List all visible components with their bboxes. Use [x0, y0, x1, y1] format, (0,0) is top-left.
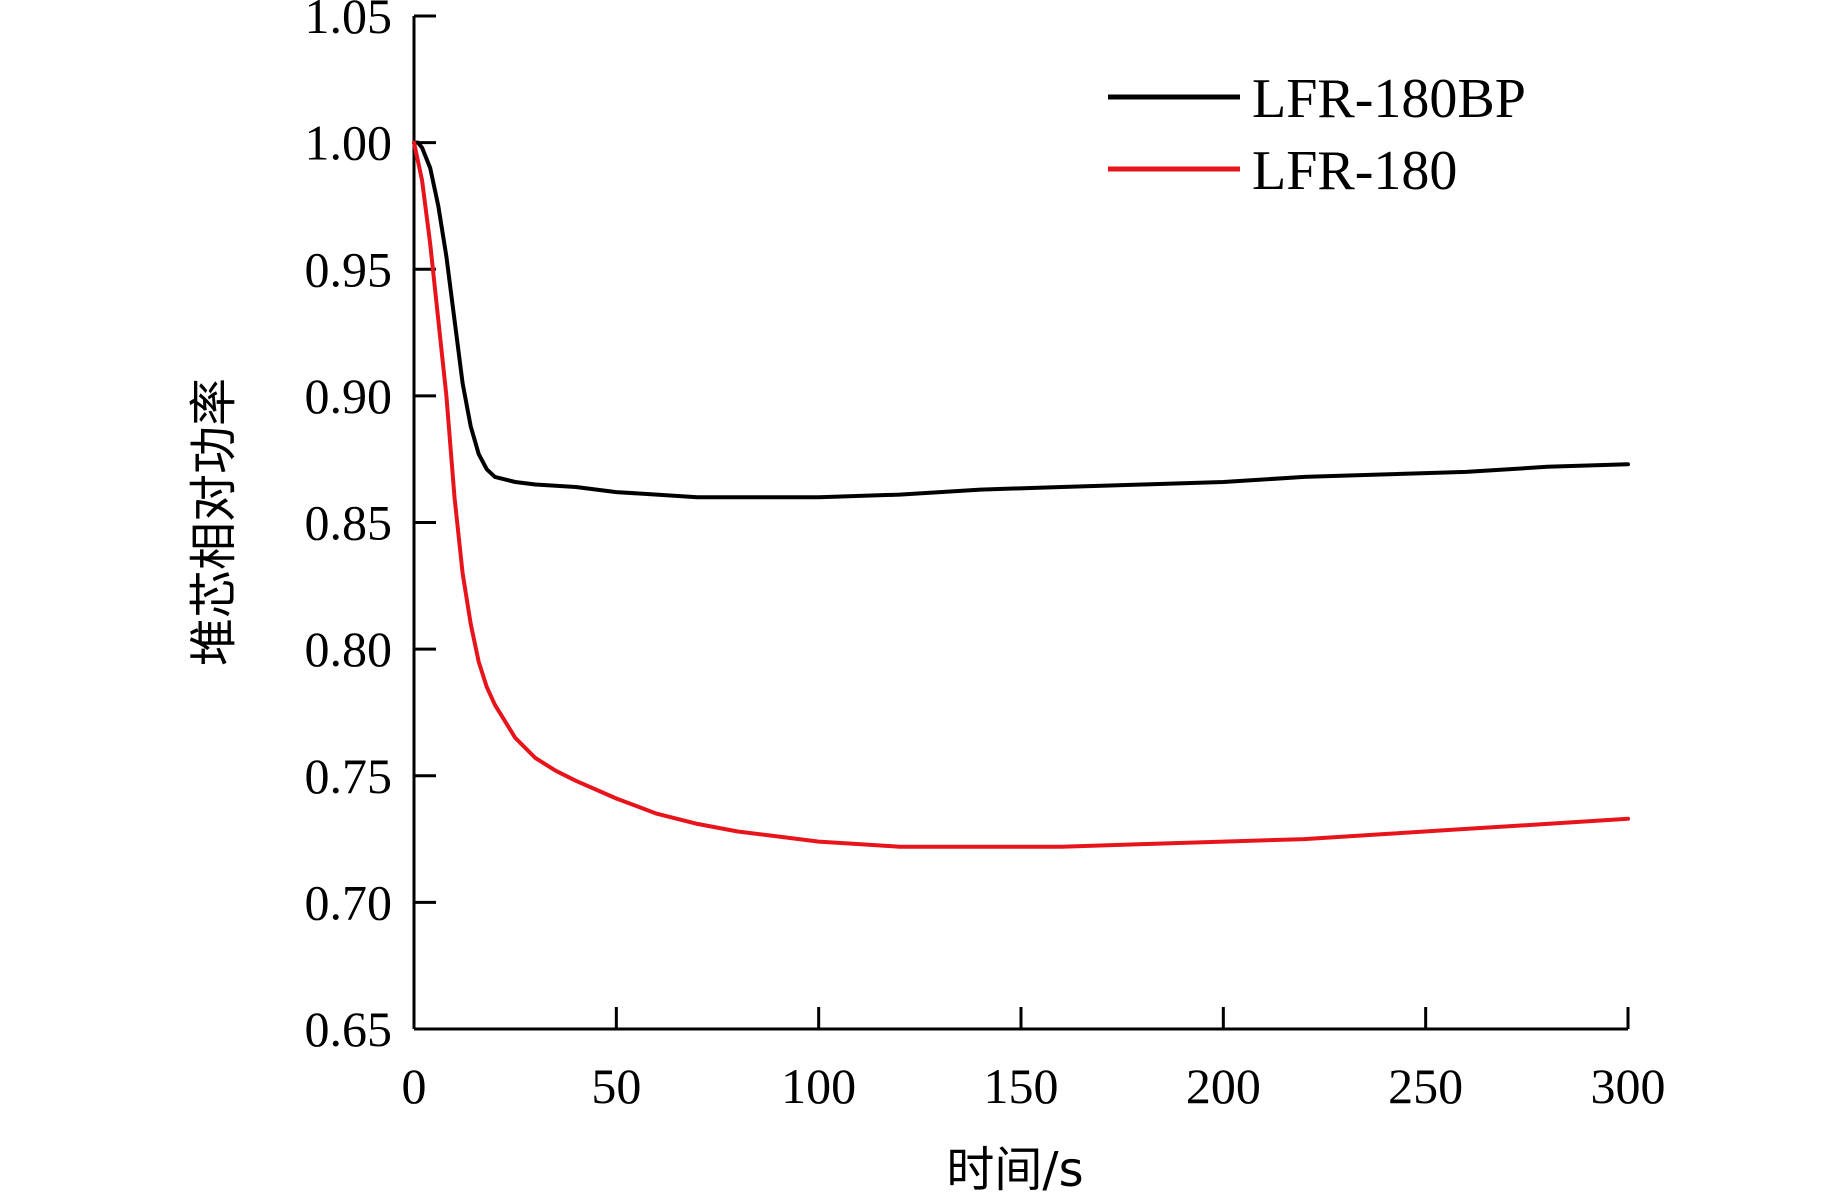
- y-tick-label: 1.05: [305, 0, 393, 44]
- y-axis-label: 堆芯相对功率: [186, 378, 242, 666]
- series-line-lfr-180: [412, 140, 1630, 849]
- axes: 0.65 0.70 0.75 0.80 0.85 0.90 0.95 1.00 1.05 0 50 1…: [305, 0, 1666, 1114]
- series-layer: [412, 140, 1630, 849]
- x-tick-label: 250: [1388, 1058, 1463, 1114]
- y-tick-label: 0.90: [305, 368, 393, 424]
- y-tick-label: 0.80: [305, 621, 393, 677]
- y-tick-label: 0.85: [305, 495, 393, 551]
- legend-label: LFR-180: [1252, 140, 1457, 202]
- y-tick-label: 0.95: [305, 241, 393, 297]
- x-tick-label: 200: [1186, 1058, 1261, 1114]
- x-tick-label: 50: [591, 1058, 641, 1114]
- y-tick-label: 1.00: [305, 115, 393, 171]
- x-tick-label: 0: [402, 1058, 427, 1114]
- x-tick-label: 150: [984, 1058, 1059, 1114]
- legend-label: LFR-180BP: [1252, 68, 1526, 130]
- legend: LFR-180BP LFR-180: [1108, 68, 1526, 202]
- series-line-lfr-180bp: [412, 140, 1630, 500]
- y-tick-label: 0.70: [305, 874, 393, 930]
- y-tick-label: 0.75: [305, 748, 393, 804]
- x-axis-label: 时间/s: [946, 1142, 1083, 1197]
- x-tick-label: 300: [1591, 1058, 1666, 1114]
- y-tick-label: 0.65: [305, 1001, 393, 1057]
- x-tick-label: 100: [781, 1058, 856, 1114]
